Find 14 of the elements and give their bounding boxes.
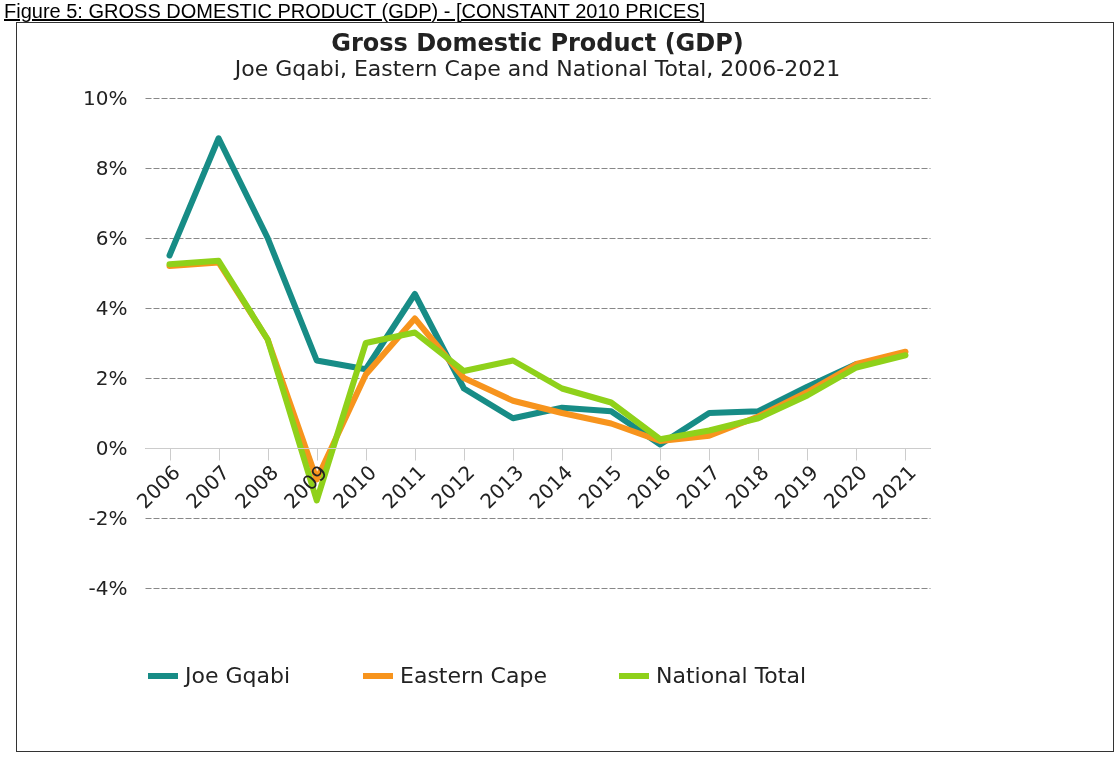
y-tick-label: 4% xyxy=(95,295,128,320)
y-tick-label: 2% xyxy=(95,365,128,390)
y-tick-label: -4% xyxy=(88,575,128,600)
chart-subtitle: Joe Gqabi, Eastern Cape and National Total, 2006-2021 xyxy=(232,56,841,81)
chart-title: Gross Domestic Product (GDP) xyxy=(331,29,744,57)
legend-label: Joe Gqabi xyxy=(183,663,291,688)
y-tick-label: 6% xyxy=(95,225,128,250)
legend-label: National Total xyxy=(656,663,807,688)
y-tick-label: 0% xyxy=(95,435,128,460)
legend-label: Eastern Cape xyxy=(400,663,547,688)
caption: Figure 5: GROSS DOMESTIC PRODUCT (GDP) - [CONSTANT 2010 PRICES] xyxy=(4,0,707,22)
y-tick-label: -2% xyxy=(88,505,128,530)
y-tick-label: 8% xyxy=(95,155,128,180)
y-tick-label: 10% xyxy=(83,85,128,110)
